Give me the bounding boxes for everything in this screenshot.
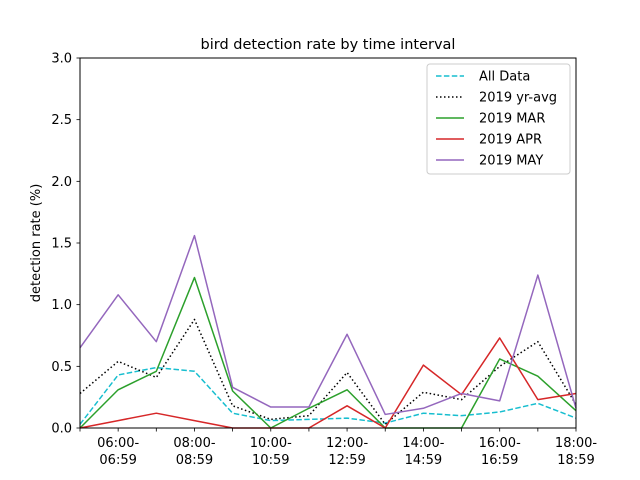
y-tick-label: 3.0: [51, 52, 72, 67]
series-layer: [79, 234, 577, 429]
chart-title: bird detection rate by time interval: [201, 37, 456, 53]
series-line-3: [79, 337, 577, 429]
y-tick-label: 2.5: [51, 113, 72, 128]
legend-label: 2019 APR: [479, 133, 542, 148]
legend-label: All Data: [479, 70, 530, 85]
legend-label: 2019 MAY: [479, 154, 543, 169]
legend: All Data 2019 yr-avg 2019 MAR 2019 APR 2019 …: [426, 63, 571, 175]
y-tick-label: 0.5: [51, 360, 72, 375]
x-tick-label-line2: 06:59: [99, 453, 136, 468]
y-tick-label: 1.0: [51, 298, 72, 313]
x-tick-label-line1: 16:00-: [479, 436, 521, 451]
series-line-2: [79, 276, 577, 429]
series-line-4: [79, 234, 577, 416]
x-tick-label-line2: 10:59: [252, 453, 289, 468]
legend-box: [426, 63, 571, 175]
x-tick-label-line2: 12:59: [328, 453, 365, 468]
x-tick-label-line2: 14:59: [405, 453, 442, 468]
y-tick-label: 2.0: [51, 175, 72, 190]
y-axis-title: detection rate (%): [29, 184, 44, 303]
x-tick-label-line1: 12:00-: [326, 436, 368, 451]
x-tick-label-line2: 16:59: [481, 453, 518, 468]
x-tick-label-line2: 08:59: [176, 453, 213, 468]
legend-label: 2019 MAR: [479, 112, 545, 127]
x-tick-label-line1: 14:00-: [402, 436, 444, 451]
x-tick-label-line1: 18:00-: [555, 436, 597, 451]
series-line-0: [79, 366, 577, 425]
plot-area-frame: [79, 57, 577, 429]
x-tick-label-line1: 10:00-: [250, 436, 292, 451]
x-tick-label-line1: 06:00-: [97, 436, 139, 451]
x-tick-label-line1: 08:00-: [173, 436, 215, 451]
y-tick-label: 0.0: [51, 422, 72, 437]
tick-layer: 0.0 0.5 1.0 1.5 2.0 2.5 3.0 06:00- 06:59 08:00- 08…: [51, 52, 597, 469]
legend-label: 2019 yr-avg: [479, 91, 557, 106]
y-tick-label: 1.5: [51, 237, 72, 252]
x-tick-label-line2: 18:59: [557, 453, 594, 468]
